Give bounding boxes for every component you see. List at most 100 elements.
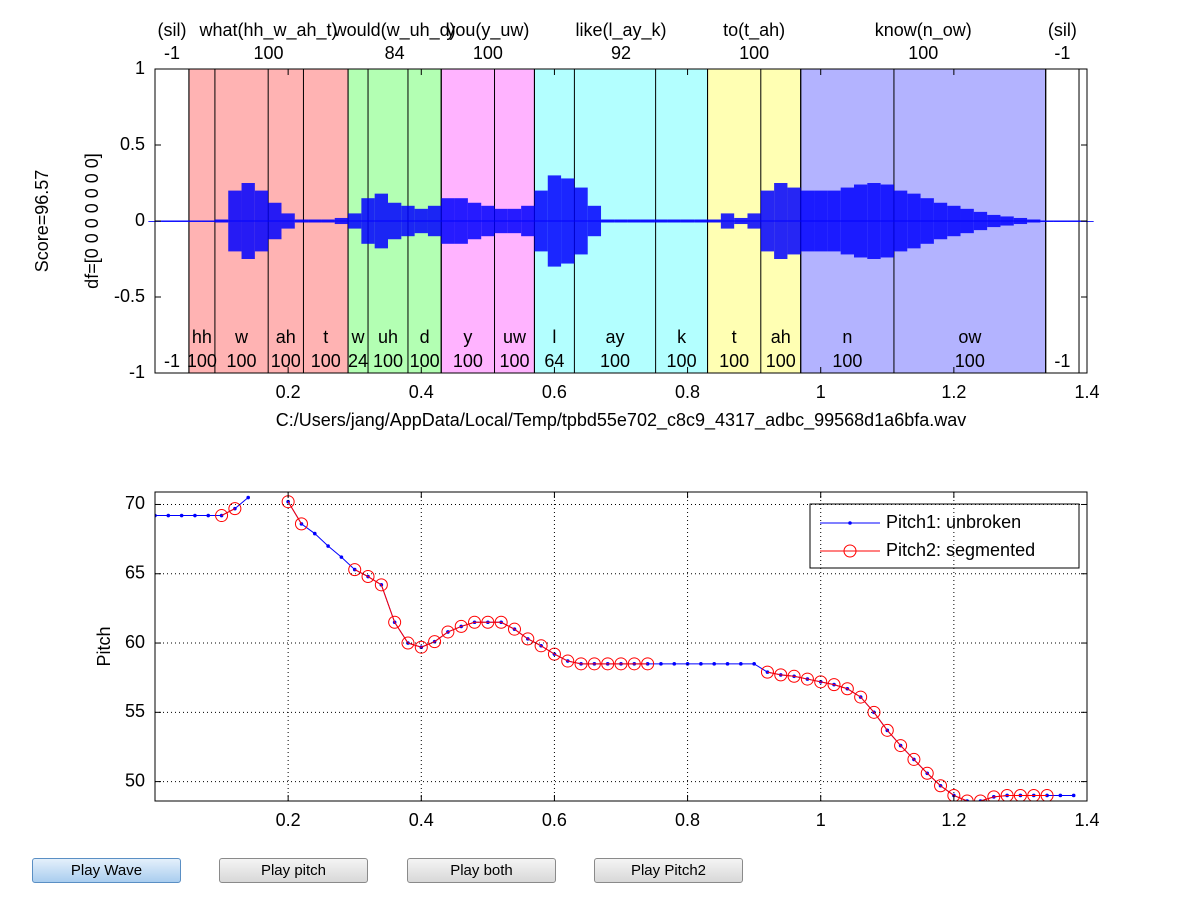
phone-label: l <box>552 327 556 347</box>
waveform-envelope <box>973 211 988 231</box>
waveform-envelope <box>907 193 921 249</box>
waveform-envelope <box>414 208 428 234</box>
waveform-envelope <box>1013 217 1028 225</box>
play-pitch-button[interactable]: Play pitch <box>219 858 368 883</box>
waveform-envelope <box>747 213 761 229</box>
word-score: 100 <box>739 43 769 63</box>
x-axis-label: C:/Users/jang/AppData/Local/Temp/tpbd55e… <box>276 410 967 431</box>
phone-label: w <box>351 327 366 347</box>
phone-label: n <box>842 327 852 347</box>
phone-score: 100 <box>832 351 862 371</box>
x-tick-label: 0.2 <box>276 810 301 830</box>
waveform-envelope <box>228 190 242 252</box>
pitch-point <box>947 788 961 801</box>
pitch-point <box>193 513 197 518</box>
waveform-envelope <box>774 183 788 259</box>
waveform-envelope <box>987 214 1001 228</box>
waveform-envelope <box>1040 221 1054 222</box>
word-label: to(t_ah) <box>723 20 785 41</box>
word-label: would(w_uh_d) <box>333 20 456 41</box>
pitch-point <box>973 794 987 801</box>
waveform-envelope <box>827 190 841 252</box>
pitch-point <box>760 665 774 679</box>
waveform-envelope <box>694 219 708 223</box>
pitch-point <box>614 657 628 671</box>
waveform-envelope <box>627 219 641 223</box>
waveform-envelope <box>854 184 868 258</box>
x-tick-label: 0.6 <box>542 810 567 830</box>
pitch-point <box>428 635 442 649</box>
phone-label: t <box>732 327 737 347</box>
phone-label: hh <box>192 327 212 347</box>
waveform-envelope <box>507 208 522 234</box>
waveform-envelope <box>361 198 375 244</box>
pitch-point <box>215 509 229 523</box>
phone-score: 100 <box>227 351 257 371</box>
waveform-envelope <box>734 217 748 225</box>
waveform-envelope <box>494 208 508 234</box>
axes-frame <box>154 491 1088 802</box>
phone-score: 100 <box>719 351 749 371</box>
pitch-point <box>699 662 703 666</box>
pitch-point <box>934 779 948 793</box>
pitch-point <box>854 690 868 704</box>
phone-score: 100 <box>187 351 217 371</box>
pitch-point <box>787 669 801 683</box>
pitch-point <box>1013 788 1027 801</box>
pitch-point <box>481 615 495 629</box>
pitch-point <box>880 723 894 737</box>
y-tick-label: -0.5 <box>114 286 145 306</box>
phone-score: 100 <box>955 351 985 371</box>
waveform-envelope <box>840 187 854 255</box>
y-tick-label: 0.5 <box>120 134 145 154</box>
waveform-envelope <box>161 221 175 222</box>
pitch-point <box>725 662 730 666</box>
waveform-envelope <box>374 193 388 249</box>
phone-score: 64 <box>544 351 564 371</box>
pitch-point <box>739 662 743 666</box>
waveform-envelope <box>787 187 801 255</box>
waveform-envelope <box>1067 221 1081 222</box>
x-tick-label: 0.4 <box>409 382 434 402</box>
legend-label: Pitch2: segmented <box>886 540 1035 560</box>
play-pitch2-button[interactable]: Play Pitch2 <box>594 858 743 883</box>
waveform-envelope <box>241 183 255 259</box>
legend-marker <box>843 544 857 558</box>
play-both-button[interactable]: Play both <box>407 858 556 883</box>
waveform-envelope <box>920 198 934 244</box>
pitch-line <box>354 569 648 665</box>
y-tick-label: 50 <box>125 770 145 790</box>
phone-score: 100 <box>410 351 440 371</box>
phone-score: 100 <box>766 351 796 371</box>
pitch-point <box>960 794 974 801</box>
pitch-point <box>1027 788 1041 801</box>
phone-label: ow <box>958 327 982 347</box>
waveform-envelope <box>268 202 282 240</box>
pitch-line <box>287 501 302 525</box>
play-wave-button[interactable]: Play Wave <box>32 858 181 883</box>
waveform-envelope <box>947 205 961 237</box>
waveform-envelope <box>441 198 455 244</box>
pitch-point <box>179 513 184 518</box>
waveform-envelope <box>254 190 269 252</box>
waveform-envelope <box>1053 221 1068 222</box>
phone-label: ah <box>276 327 296 347</box>
phone-score: 100 <box>667 351 697 371</box>
pitch-line <box>221 508 236 516</box>
y-tick-label: -1 <box>129 362 145 382</box>
word-score: 84 <box>385 43 405 63</box>
waveform-envelope <box>401 205 415 237</box>
waveform-envelope <box>547 175 562 267</box>
word-label: know(n_ow) <box>875 20 972 41</box>
pitch-point <box>1058 793 1063 798</box>
word-label: you(y_uw) <box>446 20 529 41</box>
waveform-envelope <box>654 219 668 223</box>
waveform-envelope <box>481 205 495 237</box>
waveform-envelope <box>614 219 628 223</box>
phone-score: 100 <box>271 351 301 371</box>
pitch-point <box>659 662 663 666</box>
waveform-envelope <box>800 190 815 252</box>
pitch-point <box>361 570 375 584</box>
pitch-point <box>800 672 814 686</box>
